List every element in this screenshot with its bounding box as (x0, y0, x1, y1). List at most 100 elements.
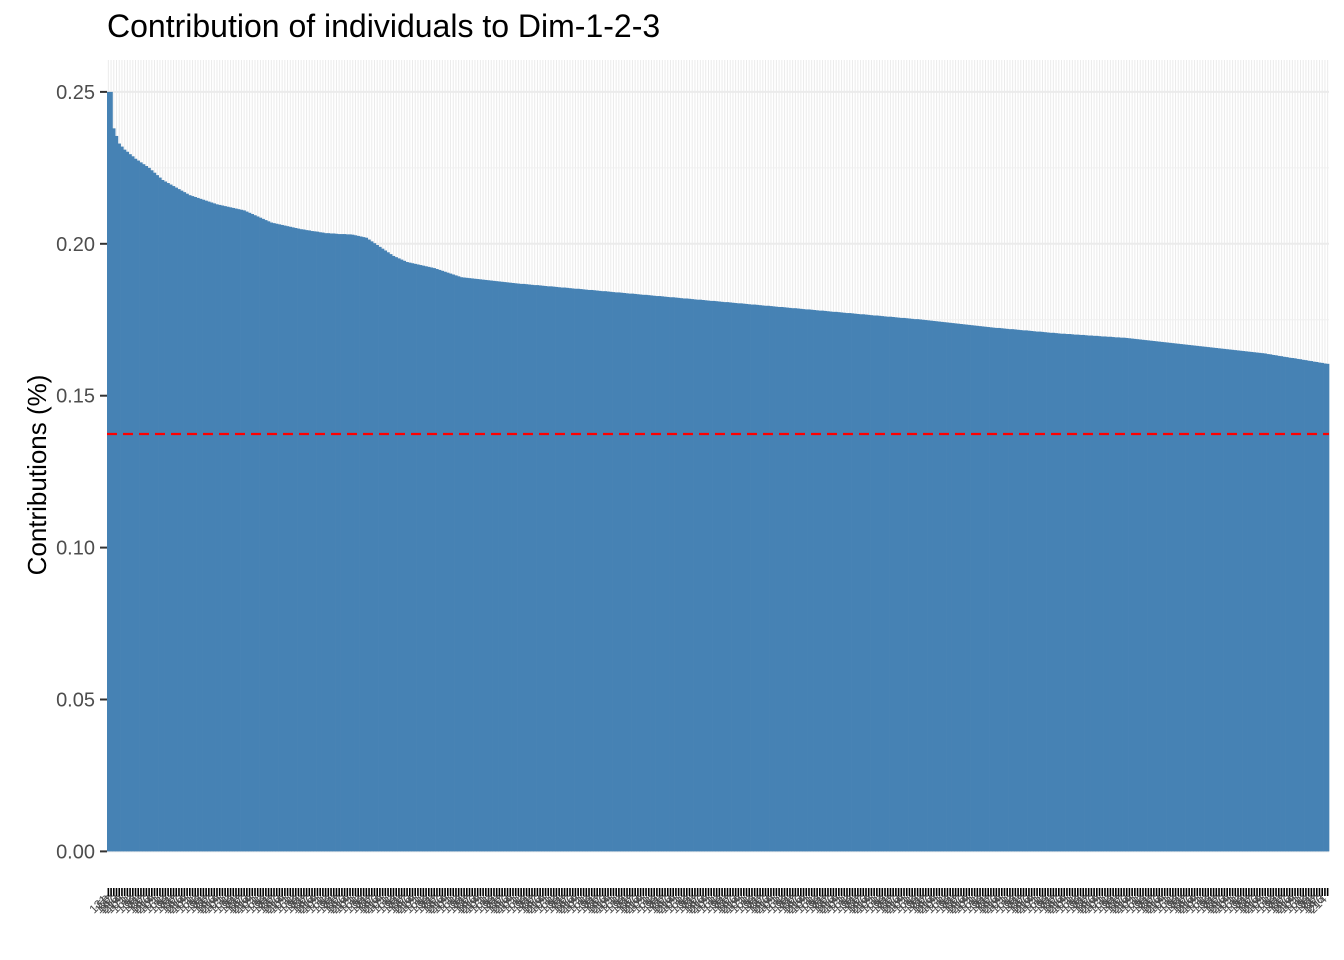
y-tick-label: 0.05 (56, 689, 95, 711)
bar (709, 300, 713, 852)
bar (660, 296, 665, 852)
bar (913, 319, 917, 852)
bar (1155, 341, 1159, 852)
bar (416, 264, 420, 852)
bar (394, 257, 398, 852)
bar (826, 311, 830, 852)
bar (386, 252, 390, 852)
bar (115, 135, 119, 852)
bar (1220, 348, 1224, 852)
bar (345, 234, 350, 852)
bar (1005, 328, 1009, 852)
y-axis: 0.00 0.05 0.10 0.15 0.20 0.25 (56, 82, 107, 863)
bar (1269, 354, 1273, 852)
bar (1204, 346, 1208, 852)
bar (128, 154, 132, 852)
bar (622, 293, 627, 852)
bar (221, 205, 225, 852)
bar (267, 221, 271, 852)
bar (1258, 352, 1262, 852)
bar (484, 279, 488, 852)
bar (889, 316, 893, 852)
bar (177, 189, 181, 852)
bar (1147, 340, 1151, 852)
bar (1068, 334, 1072, 852)
bar (1095, 335, 1099, 852)
bar (481, 279, 485, 852)
bar (829, 311, 833, 852)
bar (799, 308, 803, 852)
bar (1206, 347, 1210, 852)
bar (337, 234, 341, 852)
bar (1239, 350, 1243, 852)
bar (495, 281, 499, 852)
bar (785, 307, 789, 852)
bar (948, 322, 952, 852)
bar (381, 248, 385, 852)
bar (975, 325, 980, 852)
bar (126, 151, 130, 852)
bar (1122, 337, 1126, 852)
bar (978, 326, 982, 852)
bar (663, 296, 667, 852)
bar (636, 294, 640, 852)
bar (462, 277, 466, 852)
bar (856, 313, 860, 852)
bar (109, 91, 113, 852)
bar (690, 299, 694, 852)
bar (745, 303, 749, 852)
y-tick-label: 0.10 (56, 538, 95, 560)
bar (937, 321, 942, 852)
bar (1174, 343, 1178, 852)
bar (883, 316, 887, 852)
bar-series (107, 91, 1330, 852)
bar (590, 289, 594, 852)
bar (1060, 333, 1064, 852)
bar (329, 233, 333, 852)
bar (286, 226, 290, 852)
bar (916, 319, 920, 852)
bar (1168, 342, 1172, 852)
bar (489, 280, 493, 852)
bar (845, 313, 849, 852)
bar (563, 287, 567, 852)
bar (326, 233, 331, 852)
bar (707, 300, 711, 852)
bar (155, 175, 159, 852)
bar (576, 288, 580, 852)
bar (183, 192, 187, 852)
bar (370, 241, 374, 852)
bar (959, 324, 963, 852)
bar (1119, 337, 1123, 852)
bar (348, 234, 352, 852)
bar (367, 239, 371, 852)
bar (783, 307, 787, 852)
bar (174, 187, 178, 852)
bar (1144, 340, 1148, 852)
bar (1008, 329, 1012, 852)
bar (815, 310, 819, 852)
bar (970, 325, 974, 852)
bar (302, 229, 306, 852)
bar (1000, 328, 1004, 852)
bar (185, 193, 189, 852)
bar (435, 269, 439, 852)
bar (261, 218, 265, 852)
bar (1035, 331, 1039, 852)
bar (796, 308, 800, 852)
bar (932, 320, 936, 852)
bar (202, 199, 206, 852)
bar (1214, 348, 1219, 852)
bar (405, 262, 409, 852)
bar (940, 321, 944, 852)
bar (522, 283, 526, 852)
bar (764, 305, 768, 852)
bar (984, 326, 988, 852)
bar (682, 298, 686, 852)
bar (1304, 360, 1308, 852)
bar (180, 190, 184, 852)
bar (734, 303, 738, 852)
bar (899, 317, 904, 852)
bar (318, 232, 322, 852)
bar (1138, 339, 1142, 852)
